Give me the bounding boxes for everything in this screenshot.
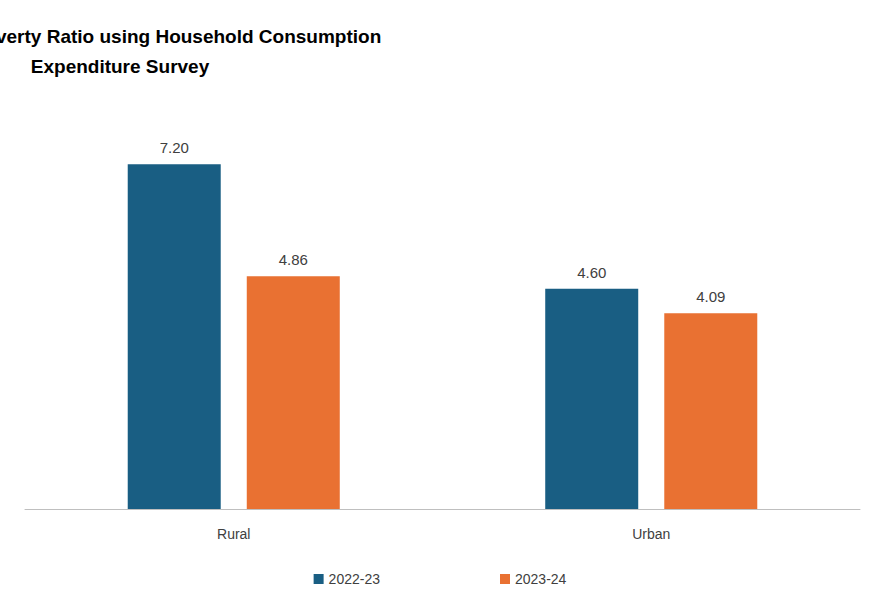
svg-text:Urban: Urban [632, 526, 670, 542]
svg-text:2022-23: 2022-23 [329, 571, 381, 587]
svg-text:4.86: 4.86 [279, 251, 308, 268]
svg-text:2023-24: 2023-24 [515, 571, 567, 587]
svg-text:4.60: 4.60 [577, 264, 606, 281]
svg-text:Expenditure Survey: Expenditure Survey [31, 56, 210, 77]
svg-text:7.20: 7.20 [160, 139, 189, 156]
svg-text:Rural: Rural [217, 526, 250, 542]
svg-text:4.09: 4.09 [696, 288, 725, 305]
svg-text:Estimates of Poverty Ratio usi: Estimates of Poverty Ratio using Househo… [0, 26, 387, 47]
